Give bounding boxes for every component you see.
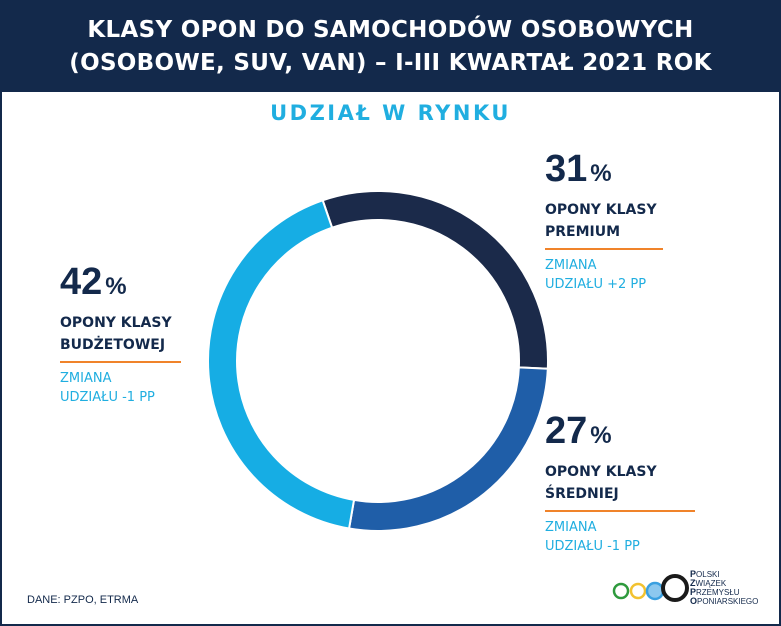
budzet-percent-sign: % [105,273,127,300]
srednia-name: OPONY KLASY ŚREDNIEJ [545,461,695,505]
data-source: DANE: PZPO, ETRMA [27,594,139,606]
srednia-change-line1: ZMIANA [545,520,597,535]
srednia-name-line2: ŚREDNIEJ [545,486,619,502]
budzet-value: 42 [60,261,103,303]
logo-line-2: ZWIĄZEK [690,578,727,589]
srednia-percent: 27% [545,412,695,455]
logo-ring-1 [629,582,647,600]
premium-change-line1: ZMIANA [545,258,597,273]
budzet-change-line2: UDZIAŁU -1 PP [60,390,155,405]
donut-slice-2 [207,198,356,530]
budzet-percent: 42% [60,263,181,306]
premium-name: OPONY KLASY PREMIUM [545,199,663,243]
budzet-change: ZMIANA UDZIAŁU -1 PP [60,369,181,407]
premium-name-line1: OPONY KLASY [545,202,657,218]
label-budzet: 42% OPONY KLASY BUDŻETOWEJ ZMIANA UDZIAŁ… [60,263,181,407]
logo-line-1: POLSKI [690,569,720,580]
budzet-name-line2: BUDŻETOWEJ [60,337,166,353]
logo-ring-3 [661,574,689,602]
title-line-2: (OSOBOWE, SUV, VAN) – I-III KWARTAŁ 2021… [69,50,712,76]
premium-change: ZMIANA UDZIAŁU +2 PP [545,256,663,294]
premium-name-line2: PREMIUM [545,224,621,240]
donut-slice-1 [347,366,549,532]
srednia-name-line1: OPONY KLASY [545,464,657,480]
srednia-change-line2: UDZIAŁU -1 PP [545,539,640,554]
budzet-divider [60,361,181,363]
budzet-name-line1: OPONY KLASY [60,315,172,331]
srednia-change: ZMIANA UDZIAŁU -1 PP [545,518,695,556]
label-premium: 31% OPONY KLASY PREMIUM ZMIANA UDZIAŁU +… [545,150,663,294]
budzet-change-line1: ZMIANA [60,371,112,386]
pzpo-logo-icon [612,574,689,602]
logo-ring-2 [645,581,665,601]
premium-percent-sign: % [590,160,612,187]
srednia-value: 27 [545,410,588,452]
label-srednia: 27% OPONY KLASY ŚREDNIEJ ZMIANA UDZIAŁU … [545,412,695,556]
logo-ring-0 [612,582,630,600]
title-line-1: KLASY OPON DO SAMOCHODÓW OSOBOWYCH [87,17,694,43]
logo-line-3: PRZEMYSŁU [690,587,740,598]
header-bar: KLASY OPON DO SAMOCHODÓW OSOBOWYCH (OSOB… [0,0,781,92]
srednia-percent-sign: % [590,422,612,449]
budzet-name: OPONY KLASY BUDŻETOWEJ [60,312,181,356]
premium-percent: 31% [545,150,663,193]
premium-divider [545,248,663,250]
logo-line-4: OPONIARSKIEGO [690,596,759,607]
premium-value: 31 [545,148,588,190]
donut-slice-0 [321,190,549,370]
chart-subtitle: UDZIAŁ W RYNKU [270,101,511,125]
pzpo-logo-text: POLSKI ZWIĄZEK PRZEMYSŁU OPONIARSKIEGO [690,569,759,607]
premium-change-line2: UDZIAŁU +2 PP [545,277,647,292]
srednia-divider [545,510,695,512]
